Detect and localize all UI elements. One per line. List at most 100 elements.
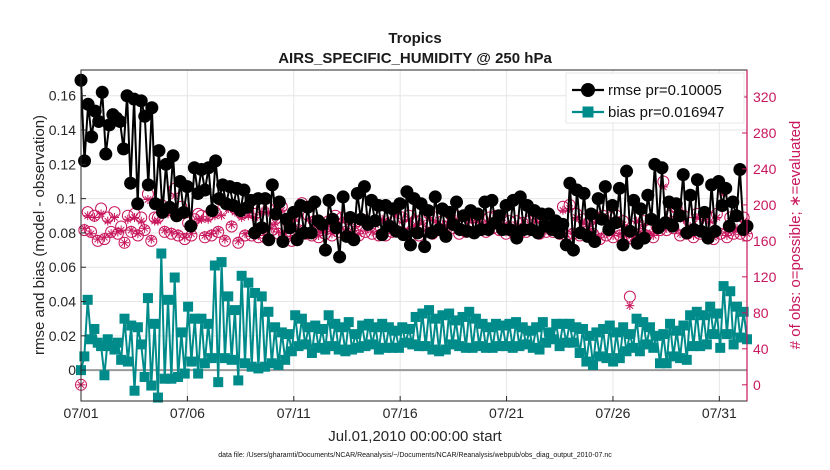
bias-point	[634, 346, 645, 357]
bias-point	[306, 347, 317, 358]
bias-point	[353, 342, 364, 353]
bias-point	[343, 317, 354, 328]
bias-point	[447, 339, 458, 350]
obs-evaluated-stroke	[214, 226, 222, 234]
rmse-point	[450, 195, 464, 209]
bias-point	[561, 337, 572, 348]
bias-point	[721, 329, 732, 340]
bias-point	[688, 341, 699, 352]
bias-point	[588, 359, 599, 370]
obs-evaluated-stroke	[131, 214, 139, 222]
rmse-point	[637, 231, 651, 245]
bias-point	[239, 358, 250, 369]
bias-point	[511, 317, 522, 328]
legend-rmse-marker	[581, 83, 595, 97]
bias-point	[370, 322, 381, 333]
rmse-point	[308, 195, 322, 209]
bias-point	[715, 342, 726, 353]
rmse-point	[269, 207, 283, 221]
bias-point	[280, 354, 291, 365]
bias-point	[735, 332, 746, 343]
bias-point	[427, 344, 438, 355]
obs-evaluated-stroke	[197, 215, 205, 223]
obs-evaluated-stroke	[274, 228, 282, 236]
bias-point	[521, 339, 532, 350]
obs-evaluated-stroke	[90, 214, 98, 222]
rmse-point	[513, 190, 527, 204]
obs-evaluated-stroke	[144, 196, 152, 204]
bias-point	[487, 342, 498, 353]
x-tick-label: 07/26	[595, 405, 630, 421]
rmse-point	[655, 161, 669, 175]
obs-evaluated-point	[217, 211, 227, 221]
bias-point	[166, 373, 177, 384]
bias-point	[260, 361, 271, 372]
bias-point	[136, 339, 147, 350]
bias-point	[126, 320, 137, 331]
rmse-point	[396, 228, 410, 242]
obs-evaluated-stroke	[633, 217, 641, 225]
bias-point	[219, 353, 230, 364]
obs-evaluated-point	[233, 236, 243, 246]
bias-point	[644, 322, 655, 333]
rmse-point	[673, 209, 687, 223]
obs-evaluated-stroke	[121, 239, 129, 247]
rmse-point	[237, 183, 251, 197]
bias-point	[698, 310, 709, 321]
y-right-tick-label: 0	[753, 377, 761, 393]
bias-point	[527, 342, 538, 353]
obs-evaluated-stroke	[201, 231, 209, 240]
rmse-point	[492, 209, 506, 223]
bias-point	[661, 358, 672, 369]
obs-evaluated-point	[565, 204, 575, 214]
bias-point	[163, 294, 174, 305]
rmse-point	[255, 221, 269, 235]
x-tick-label: 07/21	[489, 405, 524, 421]
bias-point	[554, 341, 565, 352]
bias-point	[243, 277, 254, 288]
bias-point	[263, 306, 274, 317]
bias-point	[323, 310, 334, 321]
bias-point	[728, 339, 739, 350]
rmse-point	[198, 183, 212, 197]
rmse-point	[322, 193, 336, 207]
bias-point	[283, 329, 294, 340]
bias-point	[296, 313, 307, 324]
obs-evaluated-point	[103, 216, 113, 226]
rmse-point	[503, 222, 517, 236]
bias-point	[557, 318, 568, 329]
bias-point	[414, 341, 425, 352]
bias-point	[578, 323, 589, 334]
bias-point	[387, 342, 398, 353]
bias-point	[320, 344, 331, 355]
obs-evaluated-stroke	[97, 210, 105, 218]
bias-point	[276, 327, 287, 338]
obs-evaluated-point	[109, 213, 119, 223]
y-tick-label: 0.14	[49, 122, 76, 138]
bias-point	[594, 351, 605, 362]
rmse-point	[644, 212, 658, 226]
rmse-point	[318, 243, 332, 257]
rmse-point	[205, 204, 219, 218]
rmse-point	[641, 188, 655, 202]
rmse-point	[85, 130, 99, 144]
bias-point	[604, 320, 615, 331]
bias-point	[313, 342, 324, 353]
obs-evaluated-stroke	[629, 233, 637, 241]
bias-point	[286, 346, 297, 357]
bias-point	[310, 320, 321, 331]
bias-point	[330, 318, 341, 329]
bias-point	[497, 320, 508, 331]
rmse-point	[336, 190, 350, 204]
y-tick-label: 0.08	[49, 225, 76, 241]
bias-point	[514, 341, 525, 352]
bias-point	[300, 339, 311, 350]
legend-box	[565, 72, 745, 124]
obs-evaluated-stroke	[723, 231, 731, 240]
bias-point	[654, 358, 665, 369]
bias-point	[216, 257, 227, 268]
bias-point	[440, 344, 451, 355]
y-tick-label: 0.12	[49, 156, 76, 172]
obs-evaluated-point	[93, 234, 103, 244]
